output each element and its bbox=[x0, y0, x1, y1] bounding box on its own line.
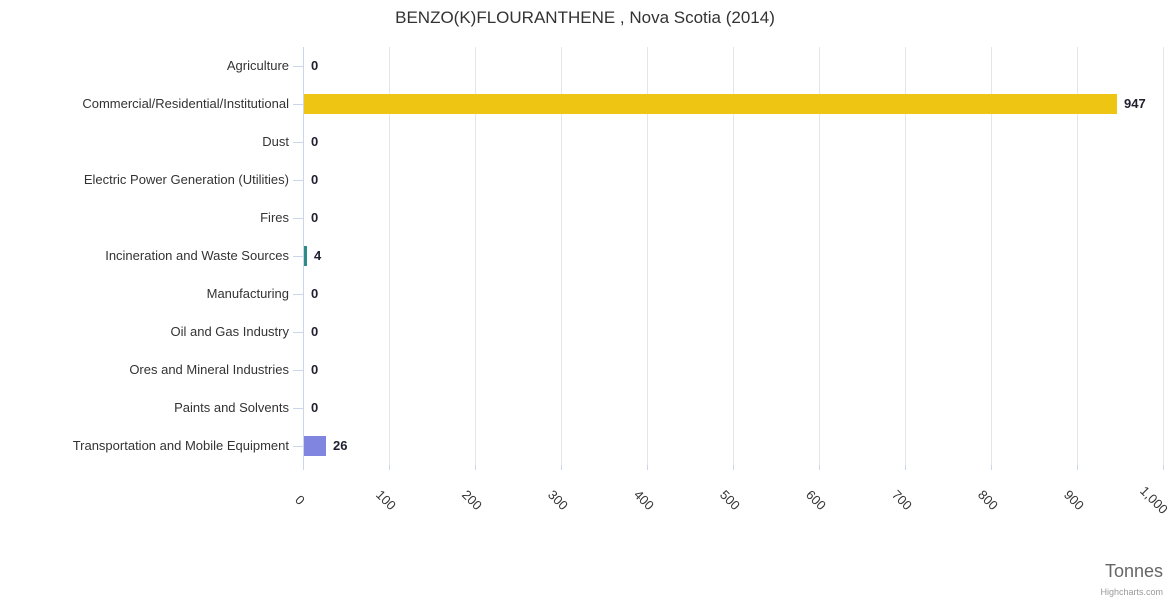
x-axis-tick bbox=[1077, 465, 1078, 470]
x-tick-label: 0 bbox=[292, 492, 308, 508]
bar-value-label: 947 bbox=[1124, 96, 1146, 111]
category-tick bbox=[293, 142, 303, 143]
x-tick-label: 400 bbox=[631, 487, 657, 513]
x-axis-tick bbox=[303, 465, 304, 470]
x-axis-title: Tonnes bbox=[1104, 561, 1163, 581]
category-tick bbox=[293, 294, 303, 295]
gridline bbox=[991, 47, 992, 465]
gridline bbox=[819, 47, 820, 465]
x-axis-tick bbox=[819, 465, 820, 470]
x-tick-label: 500 bbox=[717, 487, 743, 513]
category-label: Incineration and Waste Sources bbox=[105, 248, 289, 263]
bar-value-label: 0 bbox=[311, 210, 319, 225]
x-tick-label: 200 bbox=[459, 487, 485, 513]
category-label: Ores and Mineral Industries bbox=[129, 362, 289, 377]
x-axis-tick bbox=[905, 465, 906, 470]
x-tick-label: 600 bbox=[803, 487, 829, 513]
bar-value-label: 0 bbox=[311, 286, 319, 301]
bar[interactable] bbox=[304, 436, 326, 456]
category-tick bbox=[293, 218, 303, 219]
y-axis-line bbox=[303, 47, 304, 465]
category-label: Fires bbox=[260, 210, 289, 225]
x-tick-label: 1,000 bbox=[1137, 483, 1170, 517]
highcharts-credits-link[interactable]: Highcharts.com bbox=[1100, 587, 1163, 597]
x-axis-tick bbox=[991, 465, 992, 470]
x-axis-tick bbox=[1163, 465, 1164, 470]
gridline bbox=[389, 47, 390, 465]
x-tick-label: 100 bbox=[373, 487, 399, 513]
x-axis-tick bbox=[561, 465, 562, 470]
bar-value-label: 4 bbox=[314, 248, 322, 263]
bar-value-label: 26 bbox=[333, 438, 348, 453]
category-label: Commercial/Residential/Institutional bbox=[82, 96, 289, 111]
x-tick-label: 800 bbox=[975, 487, 1001, 513]
bar-value-label: 0 bbox=[311, 324, 319, 339]
category-tick bbox=[293, 66, 303, 67]
category-tick bbox=[293, 104, 303, 105]
x-axis-tick bbox=[389, 465, 390, 470]
category-label: Manufacturing bbox=[206, 286, 289, 301]
bar-value-label: 0 bbox=[311, 362, 319, 377]
bar[interactable] bbox=[304, 246, 307, 266]
gridline bbox=[475, 47, 476, 465]
x-tick-label: 700 bbox=[889, 487, 915, 513]
gridline bbox=[561, 47, 562, 465]
x-tick-label: 900 bbox=[1061, 487, 1087, 513]
bar-value-label: 0 bbox=[311, 134, 319, 149]
gridline bbox=[905, 47, 906, 465]
gridline bbox=[1163, 47, 1164, 465]
category-label: Transportation and Mobile Equipment bbox=[72, 438, 289, 453]
category-tick bbox=[293, 370, 303, 371]
chart-title: BENZO(K)FLOURANTHENE , Nova Scotia (2014… bbox=[395, 8, 775, 27]
category-label: Agriculture bbox=[226, 58, 289, 73]
bar[interactable] bbox=[304, 94, 1117, 114]
bar-value-label: 0 bbox=[311, 58, 319, 73]
category-tick bbox=[293, 256, 303, 257]
x-axis-tick bbox=[647, 465, 648, 470]
category-tick bbox=[293, 180, 303, 181]
category-label: Oil and Gas Industry bbox=[170, 324, 290, 339]
category-tick bbox=[293, 332, 303, 333]
category-label: Paints and Solvents bbox=[174, 400, 289, 415]
category-tick bbox=[293, 408, 303, 409]
x-tick-label: 300 bbox=[545, 487, 571, 513]
x-axis-tick bbox=[475, 465, 476, 470]
category-label: Dust bbox=[262, 134, 289, 149]
category-label: Electric Power Generation (Utilities) bbox=[83, 172, 289, 187]
gridline bbox=[1077, 47, 1078, 465]
category-tick bbox=[293, 446, 303, 447]
bar-value-label: 0 bbox=[311, 172, 319, 187]
bar-value-label: 0 bbox=[311, 400, 319, 415]
gridline bbox=[733, 47, 734, 465]
x-axis-tick bbox=[733, 465, 734, 470]
gridline bbox=[647, 47, 648, 465]
